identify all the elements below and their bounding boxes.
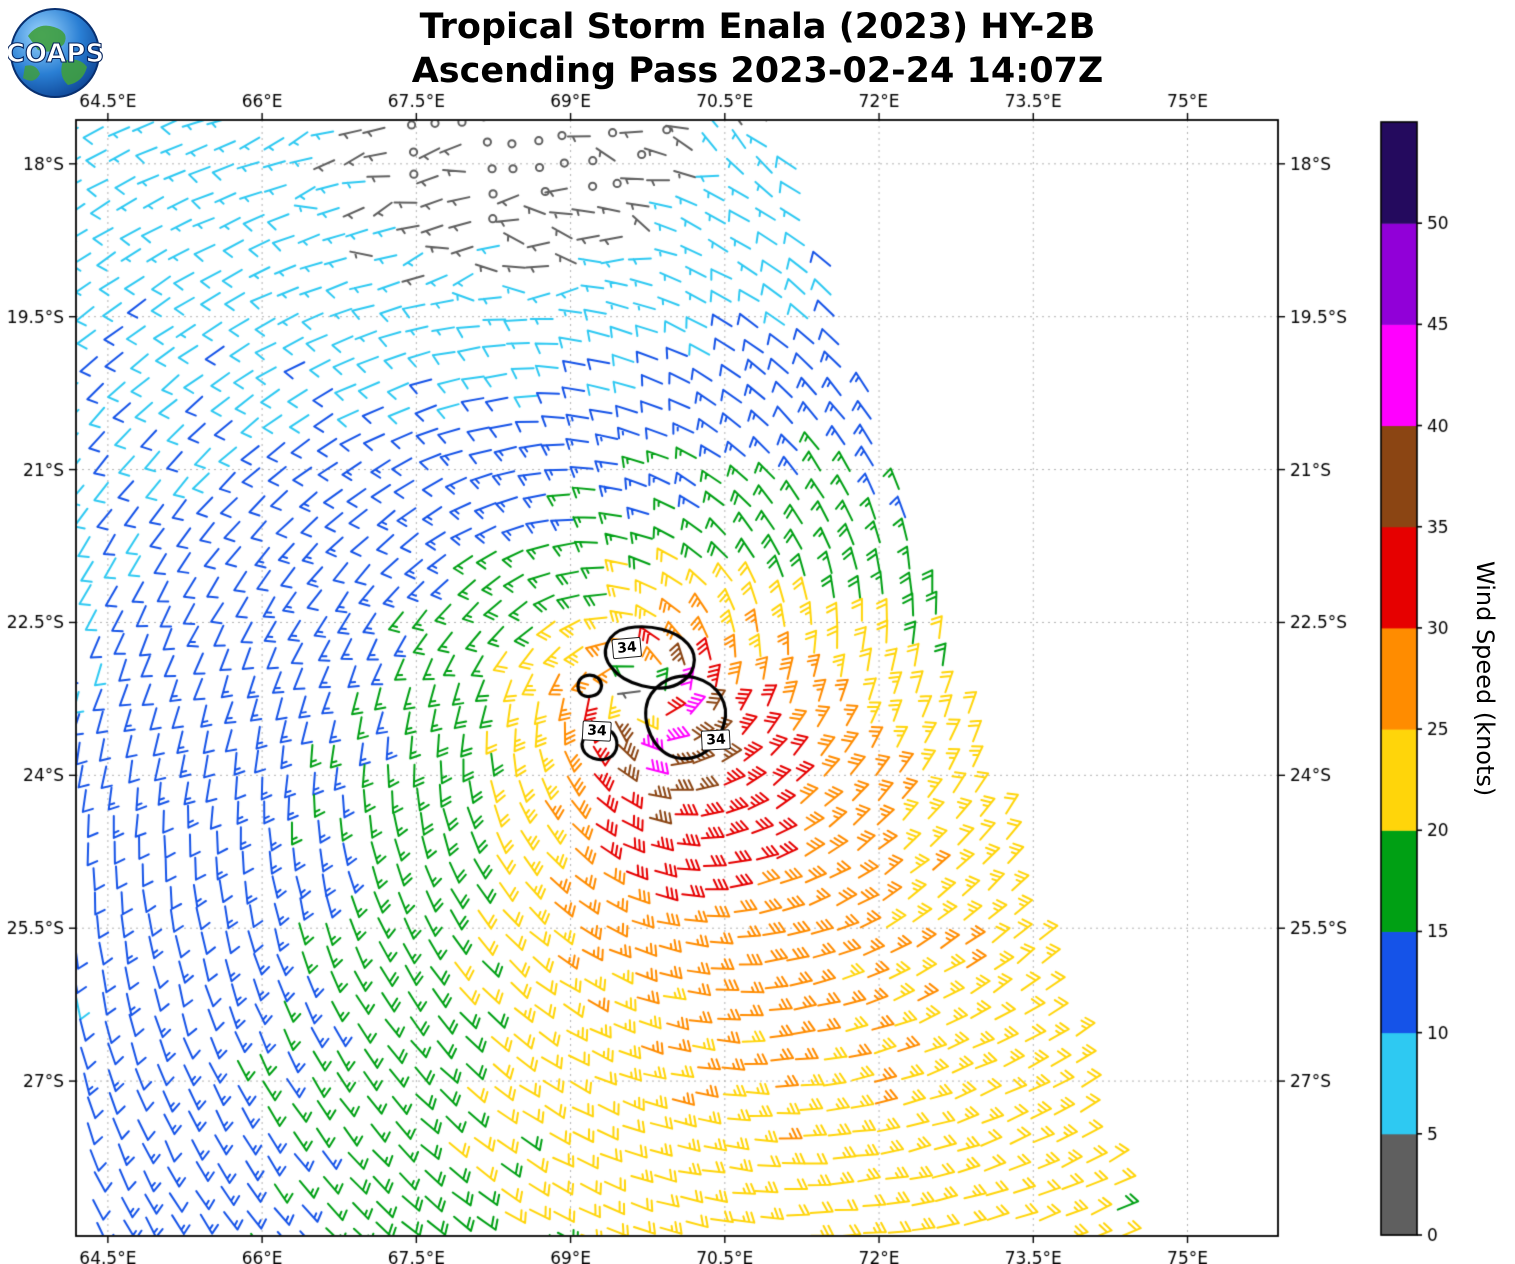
contour-label-34: 34 (611, 636, 643, 660)
coaps-logo-text: COAPS (8, 39, 103, 69)
colorbar-label: Wind Speed (knots) (1471, 560, 1499, 797)
coaps-logo: COAPS (8, 8, 103, 98)
globe-land-shape (61, 59, 87, 85)
globe-land-shape (23, 65, 40, 81)
contour-label-34: 34 (581, 720, 613, 742)
globe-land-shape (28, 25, 66, 52)
contour-label-34: 34 (700, 729, 732, 751)
